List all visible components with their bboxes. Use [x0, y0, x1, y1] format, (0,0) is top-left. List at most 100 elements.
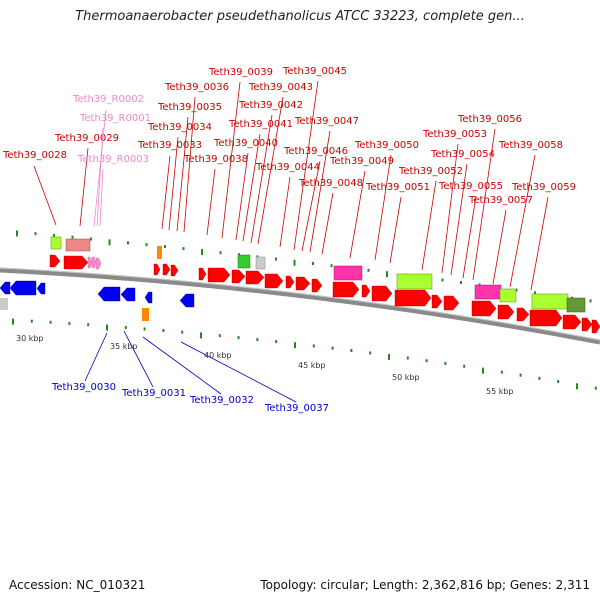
gene-label-reverse: Teth39_0031: [121, 388, 186, 399]
tick-mark: [275, 257, 277, 261]
tick-mark: [444, 361, 447, 365]
tick-mark: [589, 299, 592, 303]
forward-gene: [471, 300, 497, 317]
gene-label-forward: Teth39_0053: [422, 129, 487, 140]
callout-line: [84, 332, 108, 382]
callout-line: [250, 114, 273, 244]
tick-mark: [519, 373, 522, 377]
gene-label-forward: Teth39_0052: [398, 166, 463, 177]
gene-label-rna: Teth39_R0001: [79, 113, 151, 124]
tick-mark: [30, 319, 33, 323]
trna-box: [157, 246, 162, 259]
tick-mark: [106, 324, 108, 331]
reverse-gene: [179, 293, 195, 308]
forward-gene: [371, 285, 393, 302]
gene-label-forward: Teth39_0041: [228, 119, 293, 130]
callout-line: [450, 163, 468, 276]
rrna-gene: [95, 257, 102, 270]
forward-gene: [295, 276, 311, 291]
tick-mark: [330, 264, 333, 268]
genome-backbone: [0, 267, 600, 345]
gene-label-forward: Teth39_0038: [183, 154, 248, 165]
feature-box: [474, 284, 502, 300]
feature-box: [531, 293, 569, 310]
callout-line: [321, 192, 334, 255]
gene-label-forward: Teth39_0044: [255, 162, 320, 173]
tick-mark: [181, 330, 184, 334]
forward-gene: [581, 317, 593, 332]
tick-mark: [218, 334, 221, 338]
gene-label-rna: Teth39_R0002: [72, 94, 144, 105]
tick-mark: [71, 235, 74, 239]
scale-labels: 30 kbp 35 kbp 40 kbp 45 kbp 50 kbp 55 kb…: [16, 334, 514, 396]
callout-line: [421, 180, 437, 271]
genome-backbone-highlight: [0, 267, 600, 341]
tick-mark: [108, 239, 111, 246]
tick-mark: [12, 318, 14, 325]
tick-mark: [162, 329, 165, 333]
forward-gene: [231, 269, 246, 284]
tick-mark: [90, 237, 92, 241]
feature-box: [0, 298, 8, 310]
map-title: Thermoanaerobacter pseudethanolicus ATCC…: [75, 9, 525, 24]
forward-gene: [245, 270, 265, 285]
tick-mark: [369, 351, 372, 355]
reverse-gene: [120, 287, 136, 302]
tick-mark: [482, 367, 484, 374]
forward-gene: [516, 307, 530, 322]
tick-mark: [500, 370, 503, 374]
feature-box: [237, 254, 251, 269]
callout-line: [168, 136, 179, 231]
callout-line: [176, 116, 189, 232]
tick-mark: [16, 230, 18, 237]
callout-line: [79, 147, 89, 227]
tick-mark: [576, 383, 578, 390]
trna-box: [142, 308, 149, 321]
callout-line: [242, 133, 261, 242]
gene-label-forward: Teth39_0028: [2, 150, 67, 161]
callout-line: [349, 170, 366, 259]
feature-box: [255, 256, 266, 270]
gene-callouts: Teth39_0028 Teth39_0029 Teth39_R0002 Teth39…: [2, 66, 576, 414]
callout-line: [530, 196, 549, 291]
gene-label-forward: Teth39_0043: [248, 82, 313, 93]
gene-label-forward: Teth39_0035: [157, 102, 222, 113]
feature-boxes: [0, 236, 586, 321]
gene-label-forward: Teth39_0056: [457, 114, 522, 125]
tick-mark: [388, 353, 390, 360]
feature-box: [333, 265, 363, 281]
scale-label: 40 kbp: [204, 351, 232, 360]
callout-line: [279, 176, 291, 248]
reverse-strand-genes: [0, 280, 195, 308]
callout-line: [96, 127, 104, 227]
callout-line: [99, 168, 104, 227]
gene-label-reverse: Teth39_0032: [189, 395, 254, 406]
gene-label-rna: Teth39_R0003: [77, 154, 149, 165]
forward-gene: [63, 255, 89, 270]
gene-label-forward: Teth39_0051: [365, 182, 430, 193]
tick-mark: [312, 344, 315, 348]
gene-label-forward: Teth39_0046: [283, 146, 348, 157]
tick-mark: [594, 386, 597, 390]
gene-label-forward: Teth39_0059: [511, 182, 576, 193]
gene-label-forward: Teth39_0036: [164, 82, 229, 93]
callout-line: [123, 330, 154, 388]
forward-gene: [394, 289, 432, 307]
reverse-gene: [97, 286, 121, 302]
tick-mark: [145, 243, 148, 247]
forward-gene: [170, 264, 179, 277]
gene-label-reverse: Teth39_0030: [51, 382, 116, 393]
tick-mark: [557, 380, 560, 384]
reverse-gene: [144, 291, 153, 304]
gene-label-forward: Teth39_0050: [354, 140, 419, 151]
reverse-gene: [36, 282, 46, 295]
tick-mark: [331, 346, 334, 350]
tick-mark: [34, 232, 37, 236]
accession-text: Accession: NC_010321: [9, 578, 146, 592]
gene-label-forward: Teth39_0057: [468, 195, 533, 206]
tick-mark: [425, 359, 428, 363]
callout-line: [293, 80, 319, 251]
tick-mark: [68, 321, 71, 325]
scale-label: 35 kbp: [110, 342, 138, 351]
